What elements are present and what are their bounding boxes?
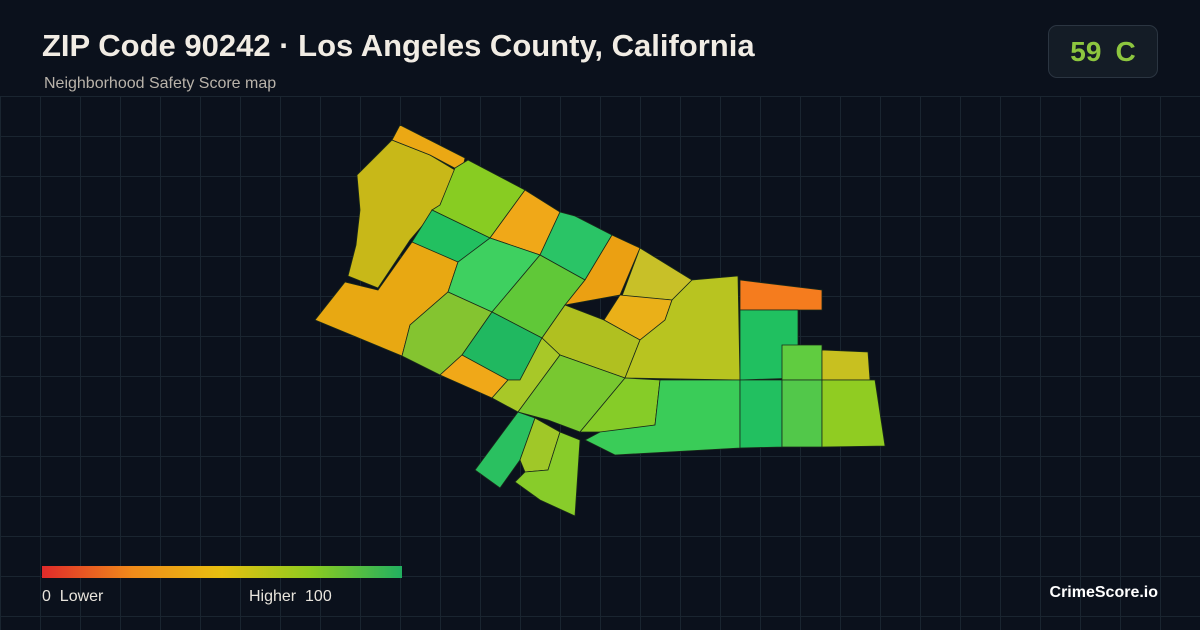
legend-min-label: Lower [59, 588, 104, 605]
score-grade: C [1115, 35, 1136, 67]
subtitle: Neighborhood Safety Score map [44, 75, 277, 92]
zone [821, 349, 871, 381]
zone [739, 279, 823, 311]
legend-bar [42, 566, 402, 578]
legend-min: 0 Lower [42, 588, 103, 606]
legend-max: Higher 100 [249, 588, 332, 606]
score-value: 59 [1070, 35, 1102, 67]
zone [781, 344, 823, 381]
title: ZIP Code 90242 · Los Angeles County, Cal… [42, 28, 755, 63]
zone [517, 354, 626, 433]
zone [739, 379, 783, 449]
zone [514, 431, 581, 517]
zone [781, 379, 823, 448]
zone [624, 275, 741, 381]
legend-max-label: Higher [249, 588, 297, 605]
zone [564, 234, 641, 306]
zone [821, 379, 886, 448]
legend-min-value: 0 [42, 588, 51, 605]
score-badge: 59 C [1048, 25, 1158, 78]
legend-max-value: 100 [305, 588, 332, 605]
header-band [0, 0, 1200, 96]
brand: CrimeScore.io [1049, 584, 1158, 601]
zone [474, 411, 536, 489]
